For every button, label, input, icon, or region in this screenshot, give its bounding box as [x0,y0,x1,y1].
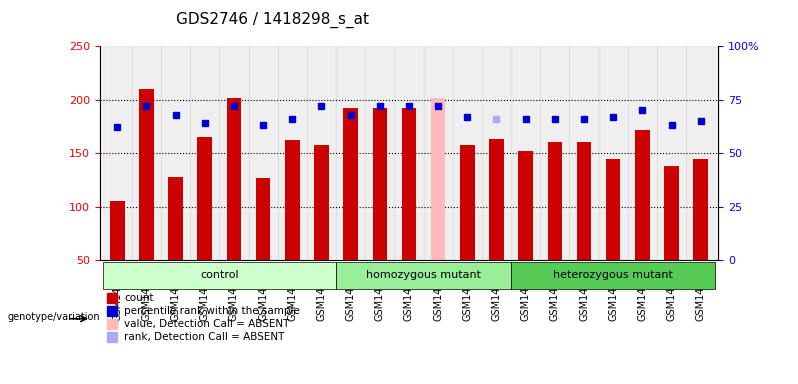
Bar [540,46,570,260]
Bar [570,46,598,260]
Bar [256,178,271,260]
FancyBboxPatch shape [511,262,715,289]
Text: control: control [200,270,239,280]
Bar [365,46,394,260]
Text: count: count [124,293,154,303]
Bar [219,46,248,260]
Bar [278,46,307,260]
Bar [110,202,124,260]
Bar [598,46,628,260]
Bar [577,142,591,260]
Bar [452,46,482,260]
Bar [547,142,562,260]
Bar [285,141,299,260]
Bar [628,46,657,260]
Bar [511,46,540,260]
Bar [664,166,679,260]
Bar [190,46,219,260]
Bar [139,89,154,260]
Bar [373,108,387,260]
Bar [343,108,358,260]
Bar [460,145,475,260]
Bar [248,46,278,260]
Bar [635,130,650,260]
Bar [103,46,132,260]
Bar [686,46,715,260]
Text: GDS2746 / 1418298_s_at: GDS2746 / 1418298_s_at [176,12,369,28]
Bar [424,46,452,260]
Bar [693,159,708,260]
Bar [168,177,183,260]
Text: heterozygous mutant: heterozygous mutant [553,270,674,280]
Text: percentile rank within the sample: percentile rank within the sample [124,306,300,316]
Text: rank, Detection Call = ABSENT: rank, Detection Call = ABSENT [124,332,285,342]
Bar [336,46,365,260]
FancyBboxPatch shape [103,262,336,289]
Bar [606,159,621,260]
Bar [314,145,329,260]
Text: genotype/variation: genotype/variation [8,312,101,322]
Bar [307,46,336,260]
Text: homozygous mutant: homozygous mutant [366,270,481,280]
Bar [197,137,212,260]
Bar [394,46,424,260]
Text: value, Detection Call = ABSENT: value, Detection Call = ABSENT [124,319,290,329]
Bar [489,139,504,260]
Bar [161,46,190,260]
Bar [227,98,241,260]
Bar [657,46,686,260]
Bar [401,108,417,260]
Bar [482,46,511,260]
FancyBboxPatch shape [336,262,511,289]
Bar [431,98,445,260]
Bar [519,151,533,260]
Bar [132,46,161,260]
